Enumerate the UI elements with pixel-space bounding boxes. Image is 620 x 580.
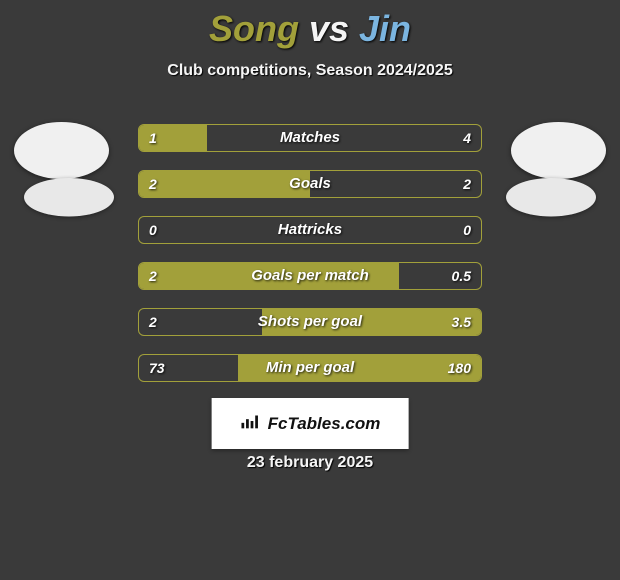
brand-text: FcTables.com — [268, 414, 381, 434]
player2-name: Jin — [359, 8, 411, 49]
stat-value-right: 3.5 — [452, 309, 471, 335]
stat-value-right: 0 — [463, 217, 471, 243]
stat-label: Min per goal — [139, 355, 481, 381]
brand-badge: FcTables.com — [212, 398, 409, 449]
stat-value-right: 2 — [463, 171, 471, 197]
comparison-title: Song vs Jin — [0, 0, 620, 50]
player2-avatar — [511, 122, 606, 179]
stat-row: 73Min per goal180 — [138, 354, 482, 382]
stat-label: Hattricks — [139, 217, 481, 243]
subtitle: Club competitions, Season 2024/2025 — [0, 62, 620, 80]
stat-label: Goals — [139, 171, 481, 197]
footer-date: 23 february 2025 — [0, 454, 620, 472]
stat-label: Goals per match — [139, 263, 481, 289]
player1-avatar — [14, 122, 109, 179]
stat-label: Matches — [139, 125, 481, 151]
player2-club-badge — [506, 178, 596, 217]
stat-row: 0Hattricks0 — [138, 216, 482, 244]
player1-name: Song — [209, 8, 299, 49]
stat-row: 2Goals2 — [138, 170, 482, 198]
stat-value-right: 0.5 — [452, 263, 471, 289]
stats-bars: 1Matches42Goals20Hattricks02Goals per ma… — [138, 124, 482, 400]
stat-value-right: 180 — [448, 355, 471, 381]
player1-club-badge — [24, 178, 114, 217]
stat-label: Shots per goal — [139, 309, 481, 335]
stat-row: 2Goals per match0.5 — [138, 262, 482, 290]
stat-row: 1Matches4 — [138, 124, 482, 152]
stat-value-right: 4 — [463, 125, 471, 151]
stat-row: 2Shots per goal3.5 — [138, 308, 482, 336]
title-vs: vs — [309, 8, 349, 49]
chart-icon — [240, 410, 262, 437]
